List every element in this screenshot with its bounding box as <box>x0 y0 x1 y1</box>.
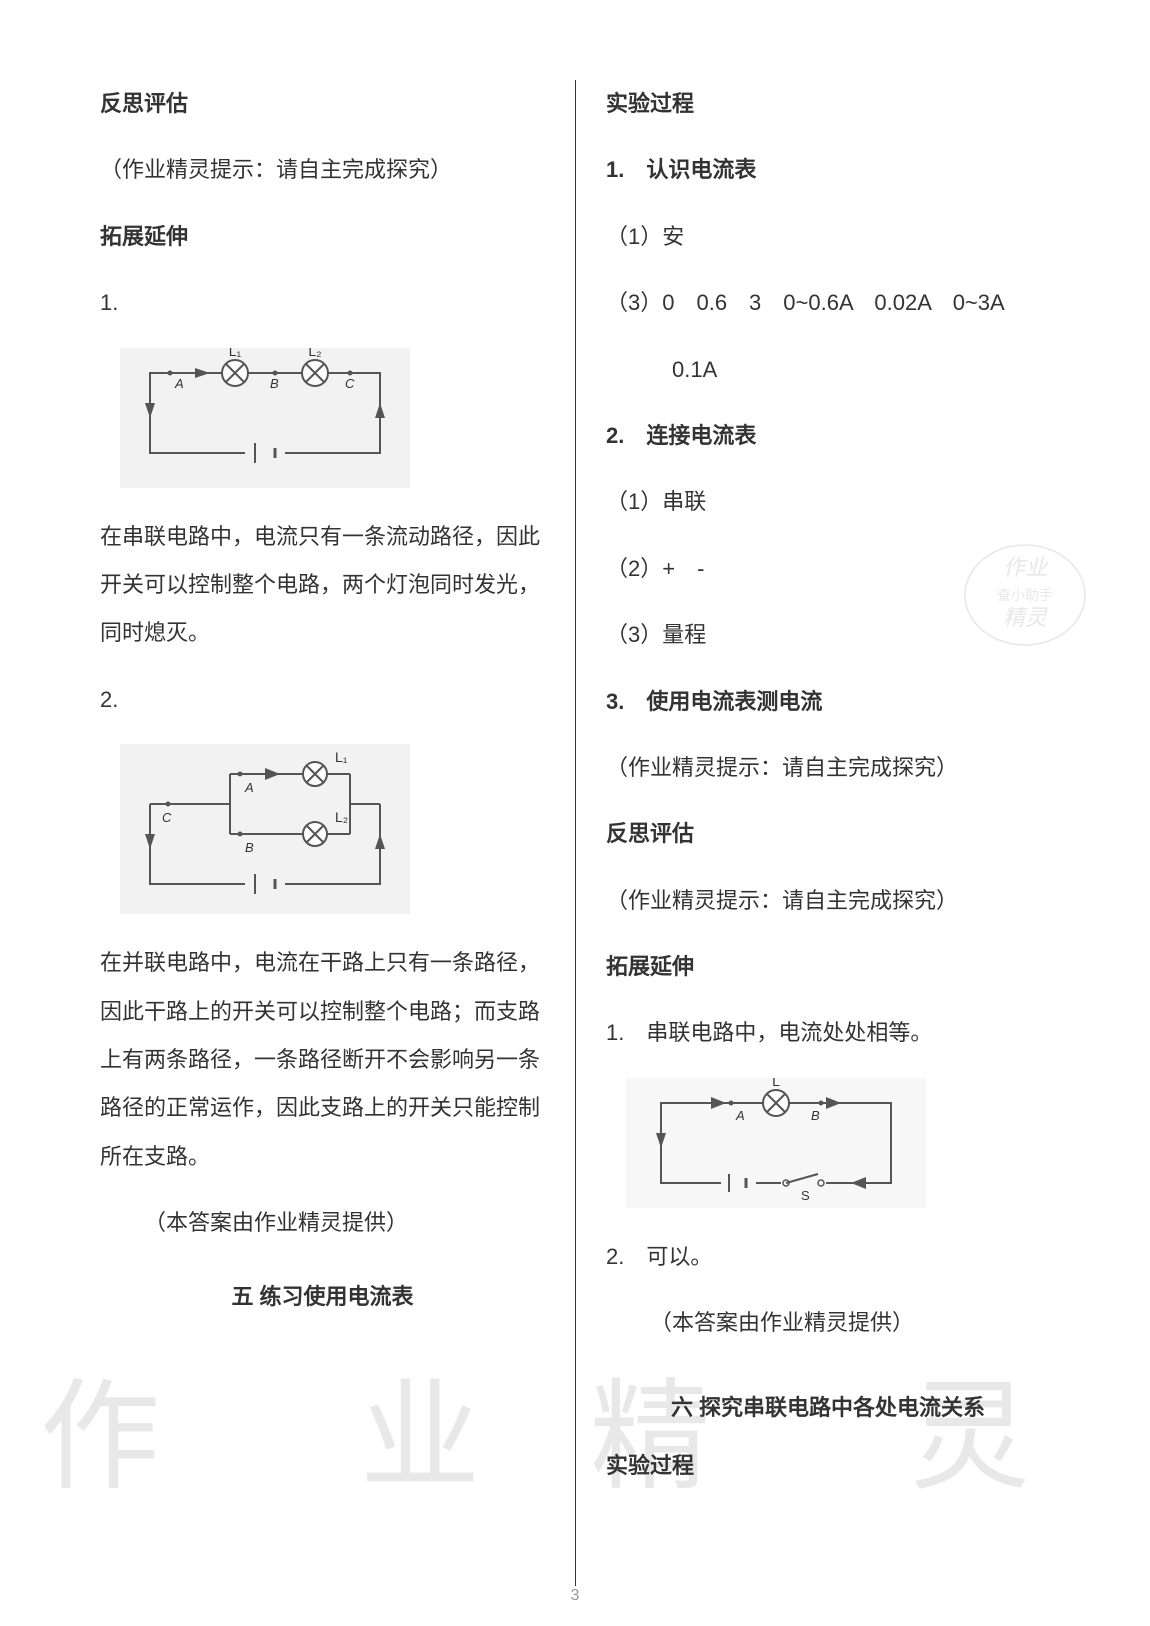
hint-text: （作业精灵提示：请自主完成探究） <box>100 146 545 194</box>
heading-extend: 拓展延伸 <box>100 213 545 261</box>
heading-reflect: 反思评估 <box>606 810 1050 858</box>
heading-reflect: 反思评估 <box>100 80 545 128</box>
subheading: 3. 使用电流表测电流 <box>606 678 1050 726</box>
heading-experiment: 实验过程 <box>606 1442 1050 1490</box>
subheading: 1. 认识电流表 <box>606 146 1050 194</box>
answer-text: 0.1A <box>606 346 1050 394</box>
svg-text:B: B <box>245 840 254 855</box>
svg-text:S: S <box>801 1188 810 1203</box>
hint-text: （作业精灵提示：请自主完成探究） <box>606 744 1050 792</box>
heading-experiment: 实验过程 <box>606 80 1050 128</box>
hint-text: （作业精灵提示：请自主完成探究） <box>606 877 1050 925</box>
item-number: 1. <box>100 279 545 327</box>
svg-text:L₂: L₂ <box>335 809 348 825</box>
svg-text:A: A <box>174 376 184 391</box>
circuit-diagram-series: L₁ L₂ A B C <box>120 348 545 488</box>
answer-text: （1）安 <box>606 213 1050 261</box>
svg-text:A: A <box>735 1108 745 1123</box>
answer-text: 2. 可以。 <box>606 1233 1050 1281</box>
answer-text: （2）+ - <box>606 545 1050 593</box>
credit-text: （本答案由作业精灵提供） <box>100 1199 545 1247</box>
heading-extend: 拓展延伸 <box>606 943 1050 991</box>
answer-text: （3）0 0.6 3 0~0.6A 0.02A 0~3A <box>606 279 1050 327</box>
svg-text:L: L <box>772 1078 780 1089</box>
svg-text:A: A <box>244 780 254 795</box>
answer-text: （1）串联 <box>606 478 1050 526</box>
credit-text: （本答案由作业精灵提供） <box>606 1299 1050 1347</box>
svg-text:B: B <box>270 376 279 391</box>
page-number: 3 <box>571 1582 580 1611</box>
item-text: 在串联电路中，电流只有一条流动路径，因此开关可以控制整个电路，两个灯泡同时发光，… <box>100 513 545 658</box>
svg-text:C: C <box>345 376 355 391</box>
svg-text:L₁: L₁ <box>229 348 242 359</box>
answer-text: 1. 串联电路中，电流处处相等。 <box>606 1009 1050 1057</box>
circuit-diagram-parallel: L₁ L₂ A B C <box>120 744 545 914</box>
section-title-6: 六 探究串联电路中各处电流关系 <box>606 1388 1050 1428</box>
svg-text:L₂: L₂ <box>308 348 321 359</box>
circuit-diagram-single: L A B S <box>626 1078 1050 1208</box>
section-title-5: 五 练习使用电流表 <box>100 1277 545 1317</box>
answer-text: （3）量程 <box>606 611 1050 659</box>
svg-text:B: B <box>811 1108 820 1123</box>
subheading: 2. 连接电流表 <box>606 412 1050 460</box>
svg-text:C: C <box>162 810 172 825</box>
svg-text:L₁: L₁ <box>335 749 348 765</box>
item-number: 2. <box>100 676 545 724</box>
item-text: 在并联电路中，电流在干路上只有一条路径，因此干路上的开关可以控制整个电路；而支路… <box>100 939 545 1181</box>
